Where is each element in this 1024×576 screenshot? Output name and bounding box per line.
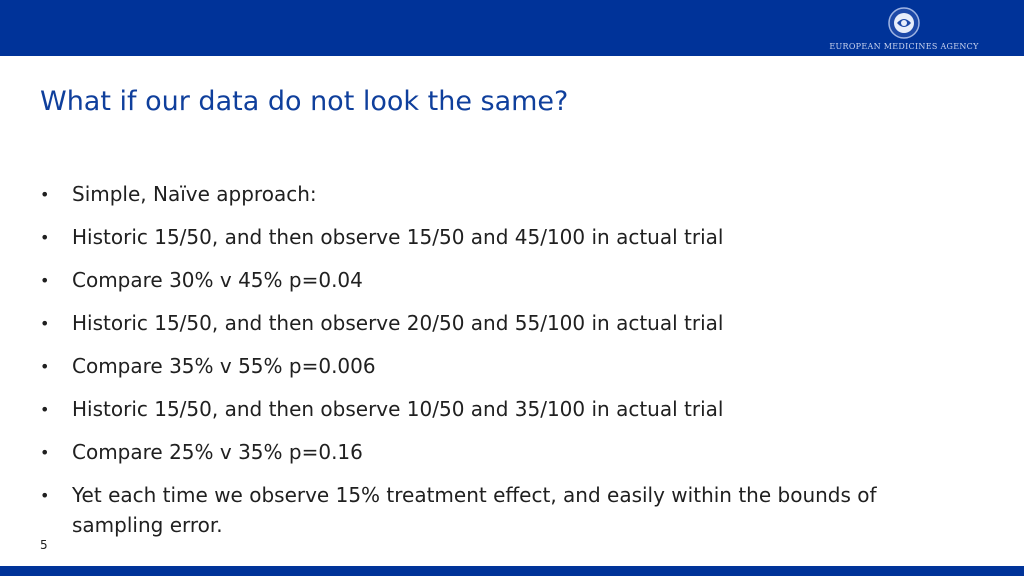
bullet-item: • Compare 30% v 45% p=0.04: [40, 266, 970, 296]
bullet-item: • Historic 15/50, and then observe 20/50 …: [40, 309, 970, 339]
bullet-marker: •: [40, 443, 50, 462]
slide-title: What if our data do not look the same?: [40, 86, 569, 117]
footer-band: [0, 566, 1024, 576]
bullet-marker: •: [40, 400, 50, 419]
bullet-item: • Historic 15/50, and then observe 15/50 …: [40, 223, 970, 253]
bullet-marker: •: [40, 271, 50, 290]
bullet-item: • Historic 15/50, and then observe 10/50 …: [40, 395, 970, 425]
bullet-text: Historic 15/50, and then observe 15/50 a…: [72, 225, 724, 249]
bullet-marker: •: [40, 314, 50, 333]
ema-logo-text: EUROPEAN MEDICINES AGENCY: [829, 42, 979, 51]
bullet-text: Yet each time we observe 15% treatment e…: [72, 483, 877, 537]
bullet-text: Historic 15/50, and then observe 20/50 a…: [72, 311, 724, 335]
bullet-marker: •: [40, 228, 50, 247]
bullet-text: Compare 30% v 45% p=0.04: [72, 268, 363, 292]
bullet-text: Compare 35% v 55% p=0.006: [72, 354, 376, 378]
bullet-text: Simple, Naïve approach:: [72, 182, 317, 206]
bullet-item: • Simple, Naïve approach:: [40, 180, 970, 210]
bullet-item: • Compare 35% v 55% p=0.006: [40, 352, 970, 382]
header-band: EUROPEAN MEDICINES AGENCY: [0, 0, 1024, 56]
bullet-text: Compare 25% v 35% p=0.16: [72, 440, 363, 464]
bullet-marker: •: [40, 185, 50, 204]
bullet-item: • Yet each time we observe 15% treatment …: [40, 481, 970, 540]
bullet-list: • Simple, Naïve approach: • Historic 15/50…: [40, 180, 970, 554]
bullet-marker: •: [40, 486, 50, 505]
bullet-marker: •: [40, 357, 50, 376]
ema-emblem-icon: [888, 7, 920, 39]
bullet-item: • Compare 25% v 35% p=0.16: [40, 438, 970, 468]
bullet-text: Historic 15/50, and then observe 10/50 a…: [72, 397, 724, 421]
ema-logo: EUROPEAN MEDICINES AGENCY: [824, 6, 984, 54]
page-number: 5: [40, 538, 48, 552]
